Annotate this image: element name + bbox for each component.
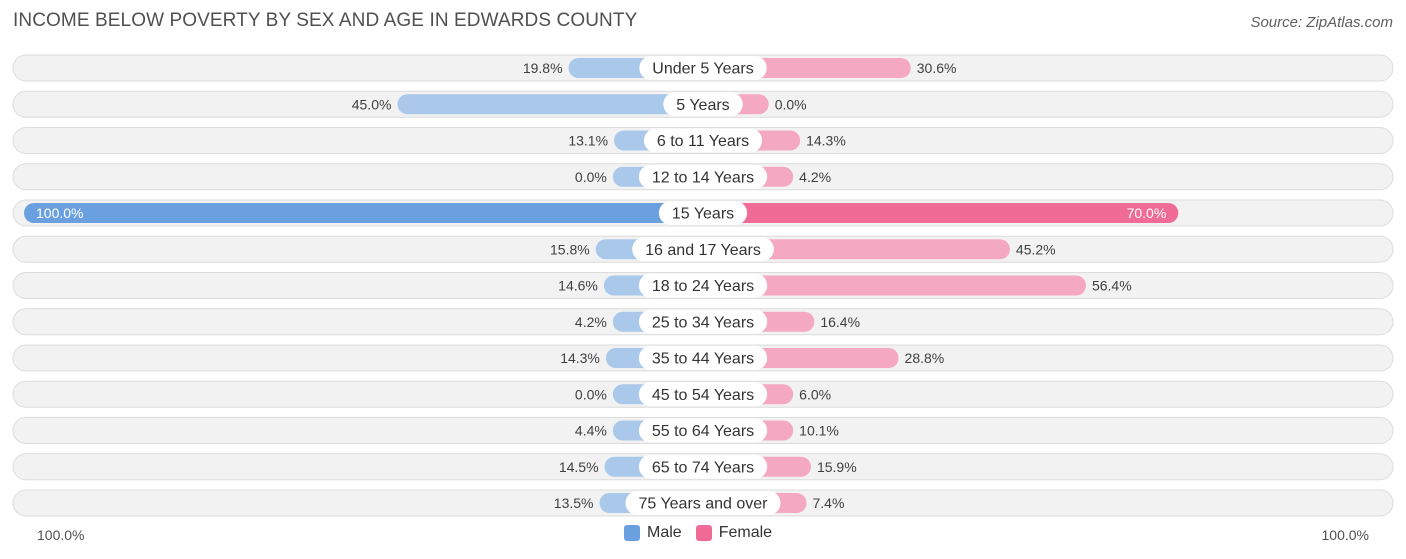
category-label: 25 to 34 Years: [652, 314, 754, 331]
category-pill: [638, 164, 768, 189]
chart-title: INCOME BELOW POVERTY BY SEX AND AGE IN E…: [13, 10, 638, 31]
legend-item-female: Female: [695, 524, 773, 542]
value-label-female: 10.1%: [799, 423, 839, 439]
legend-item-male: Male: [624, 524, 682, 542]
category-pill: [638, 346, 768, 370]
category-pill: [643, 128, 763, 153]
bar-female: [703, 275, 1086, 296]
row-6-to-11-years: 6 to 11 Years 13.1% 14.3%: [12, 127, 1394, 154]
category-pill: [638, 454, 768, 479]
value-label-male: 0.0%: [575, 386, 607, 402]
row-65-to-74-years: 65 to 74 Years 14.5% 15.9%: [12, 453, 1394, 481]
value-label-male: 45.0%: [352, 96, 392, 112]
category-pill: [625, 491, 781, 515]
row-25-to-34-years: 25 to 34 Years 4.2% 16.4%: [12, 308, 1394, 336]
row-18-to-24-years: 18 to 24 Years 14.6% 56.4%: [12, 272, 1394, 299]
axis-left-label: 100.0%: [37, 527, 85, 543]
category-pill: [638, 418, 768, 443]
category-pill: [632, 237, 774, 262]
value-label-male: 14.3%: [560, 350, 600, 366]
value-label-female: 56.4%: [1092, 278, 1132, 294]
value-label-female: 70.0%: [1127, 205, 1167, 221]
legend: Male Female: [624, 524, 786, 542]
legend-swatch-female: [695, 525, 712, 541]
row-45-to-54-years: 45 to 54 Years 0.0% 6.0%: [12, 380, 1394, 408]
value-label-female: 7.4%: [813, 495, 845, 511]
value-label-female: 45.2%: [1016, 241, 1056, 257]
chart-source: Source: ZipAtlas.com: [1250, 14, 1393, 31]
value-label-male: 13.1%: [568, 133, 608, 149]
value-label-male: 14.5%: [559, 459, 599, 475]
row-75-years-and-over: 75 Years and over 13.5% 7.4%: [12, 489, 1394, 517]
legend-label-female: Female: [718, 524, 773, 541]
category-pill: [639, 56, 767, 80]
chart-plot: Under 5 Years 19.8% 30.6% 5 Years 45.0% 0.0% 6…: [12, 54, 1394, 517]
category-label: 12 to 14 Years: [652, 169, 754, 186]
category-label: 6 to 11 Years: [657, 133, 749, 150]
category-label: 35 to 44 Years: [652, 351, 754, 368]
value-label-male: 13.5%: [554, 495, 594, 511]
category-label: Under 5 Years: [652, 61, 753, 78]
value-label-female: 28.8%: [905, 350, 945, 366]
category-pill: [663, 92, 743, 117]
value-label-male: 15.8%: [550, 241, 590, 257]
value-label-female: 6.0%: [799, 386, 831, 402]
value-label-male: 19.8%: [523, 60, 563, 76]
axis-right-label: 100.0%: [1321, 527, 1369, 543]
row-5-years: 5 Years 45.0% 0.0%: [12, 90, 1394, 118]
row-15-years: 15 Years 100.0% 70.0%: [12, 199, 1394, 227]
category-pill: [638, 273, 768, 298]
value-label-male: 0.0%: [575, 169, 607, 185]
row-under-5-years: Under 5 Years 19.8% 30.6%: [12, 54, 1394, 82]
row-16-and-17-years: 16 and 17 Years 15.8% 45.2%: [12, 235, 1394, 263]
category-label: 65 to 74 Years: [652, 459, 754, 476]
bar-male: [24, 203, 703, 223]
category-pill: [638, 309, 768, 334]
category-label: 15 Years: [672, 206, 734, 223]
value-label-female: 15.9%: [817, 459, 857, 475]
value-label-female: 30.6%: [917, 60, 957, 76]
bar-female: [703, 203, 1179, 223]
category-pill: [658, 201, 748, 225]
row-12-to-14-years: 12 to 14 Years 0.0% 4.2%: [12, 163, 1394, 191]
category-label: 75 Years and over: [639, 496, 769, 513]
value-label-male: 4.2%: [575, 314, 607, 330]
value-label-male: 14.6%: [558, 278, 598, 294]
category-pill: [638, 382, 768, 407]
value-label-female: 4.2%: [799, 169, 831, 185]
category-label: 18 to 24 Years: [652, 278, 754, 295]
value-label-female: 14.3%: [806, 133, 846, 149]
category-label: 45 to 54 Years: [652, 387, 754, 404]
row-35-to-44-years: 35 to 44 Years 14.3% 28.8%: [12, 344, 1394, 372]
bar-male: [397, 94, 703, 115]
legend-label-male: Male: [647, 524, 682, 541]
value-label-male: 4.4%: [575, 423, 607, 439]
value-label-female: 0.0%: [775, 96, 807, 112]
value-label-male: 100.0%: [36, 205, 83, 221]
category-label: 16 and 17 Years: [645, 242, 761, 259]
value-label-female: 16.4%: [820, 314, 860, 330]
row-55-to-64-years: 55 to 64 Years 4.4% 10.1%: [12, 417, 1394, 444]
legend-swatch-male: [624, 525, 640, 541]
category-label: 5 Years: [676, 97, 729, 114]
category-label: 55 to 64 Years: [652, 423, 754, 440]
bar-female: [703, 239, 1010, 260]
